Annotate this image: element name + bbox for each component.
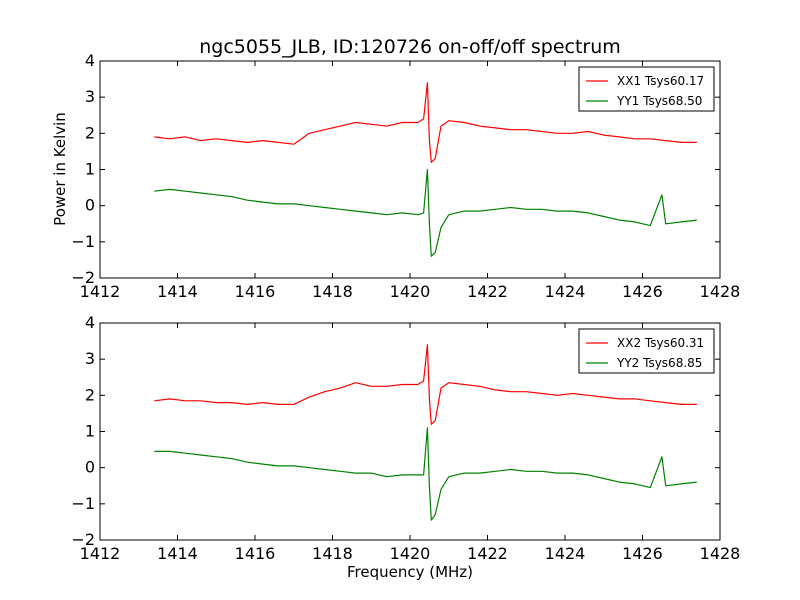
y-tick-label: 2 xyxy=(85,123,95,142)
legend-label: XX1 Tsys60.17 xyxy=(617,74,704,88)
x-tick-label: 1422 xyxy=(467,544,508,563)
y-tick-label: −1 xyxy=(71,494,95,513)
series-line-1 xyxy=(154,168,697,257)
y-tick-label: 4 xyxy=(85,51,95,70)
y-axis-label: Power in Kelvin xyxy=(51,112,69,226)
x-tick-label: 1416 xyxy=(235,282,276,301)
bottom-panel: 1412 1414 1416 1418 1420 1422 1424 1426 1428−2−1… xyxy=(71,313,740,563)
y-tick-label: 2 xyxy=(85,385,95,404)
y-tick-label: −1 xyxy=(71,232,95,251)
y-tick-label: 0 xyxy=(85,458,95,477)
legend-label: YY2 Tsys68.85 xyxy=(616,356,702,370)
x-tick-label: 1426 xyxy=(622,544,663,563)
x-tick-label: 1412 xyxy=(80,282,121,301)
y-tick-label: −2 xyxy=(71,530,95,549)
legend-label: YY1 Tsys68.50 xyxy=(616,94,702,108)
x-tick-label: 1414 xyxy=(157,282,198,301)
chart-title: ngc5055_JLB, ID:120726 on-off/off spectr… xyxy=(199,36,621,58)
x-tick-label: 1416 xyxy=(235,544,276,563)
top-panel: 1412 1414 1416 1418 1420 1422 1424 1426 1428−2−1… xyxy=(71,51,740,301)
y-tick-label: 3 xyxy=(85,87,95,106)
y-tick-label: 1 xyxy=(85,422,95,441)
series-line-0 xyxy=(154,344,697,425)
x-tick-label: 1418 xyxy=(312,282,353,301)
legend-box xyxy=(578,328,715,374)
legend: XX1 Tsys60.17 YY1 Tsys68.50 xyxy=(578,66,715,112)
y-tick-label: −2 xyxy=(71,268,95,287)
series-line-0 xyxy=(154,82,697,163)
y-tick-label: 3 xyxy=(85,349,95,368)
series-line-1 xyxy=(154,427,697,521)
x-tick-label: 1422 xyxy=(467,282,508,301)
legend: XX2 Tsys60.31 YY2 Tsys68.85 xyxy=(578,328,715,374)
legend-label: XX2 Tsys60.31 xyxy=(617,336,704,350)
x-tick-label: 1424 xyxy=(545,282,586,301)
series-lines xyxy=(154,344,697,521)
x-axis-label: Frequency (MHz) xyxy=(347,563,473,581)
x-tick-label: 1418 xyxy=(312,544,353,563)
x-tick-label: 1420 xyxy=(390,544,431,563)
y-tick-label: 0 xyxy=(85,196,95,215)
y-tick-label: 4 xyxy=(85,313,95,332)
x-tick-label: 1426 xyxy=(622,282,663,301)
x-tick-label: 1412 xyxy=(80,544,121,563)
x-tick-label: 1420 xyxy=(390,282,431,301)
x-tick-label: 1424 xyxy=(545,544,586,563)
x-tick-label: 1414 xyxy=(157,544,198,563)
y-tick-label: 1 xyxy=(85,160,95,179)
series-lines xyxy=(154,82,697,257)
legend-box xyxy=(578,66,715,112)
x-tick-label: 1428 xyxy=(700,544,741,563)
x-tick-label: 1428 xyxy=(700,282,741,301)
